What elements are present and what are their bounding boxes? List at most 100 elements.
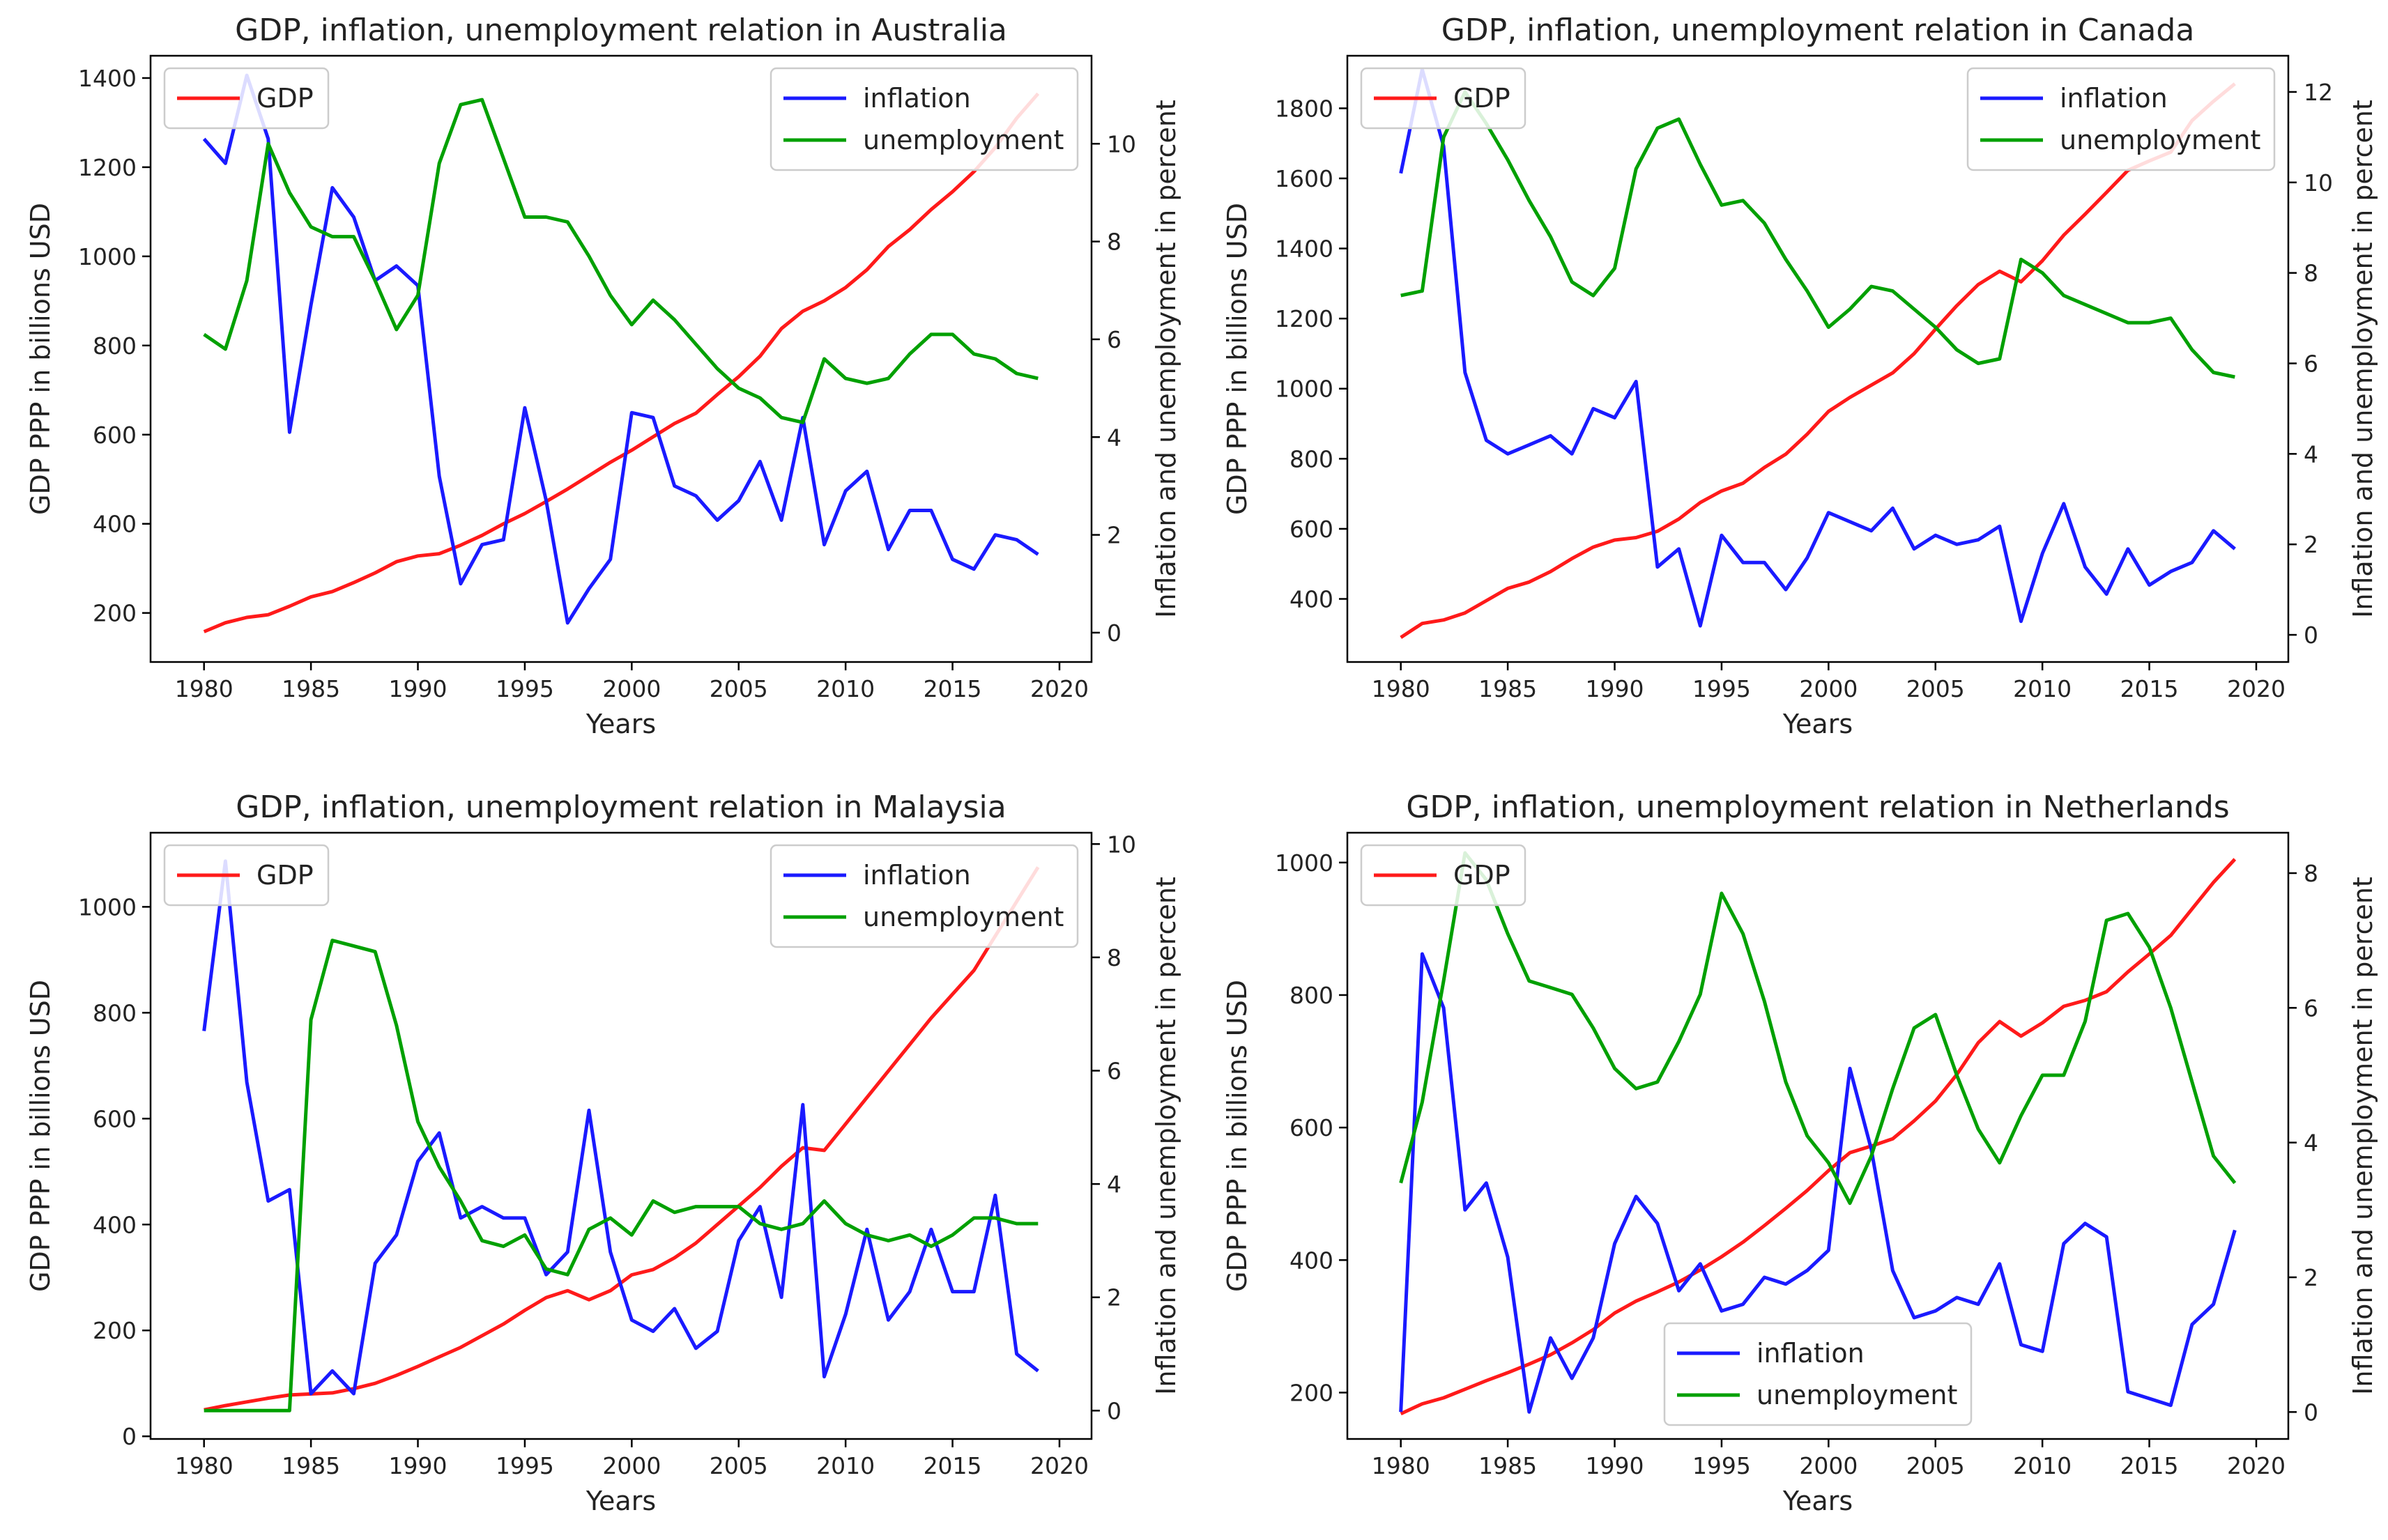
x-tick-label: 2000 (1799, 675, 1858, 702)
y-tick-label: 800 (1289, 445, 1333, 472)
y-tick-label: 600 (1289, 1114, 1333, 1141)
x-tick-label: 2000 (602, 1452, 661, 1479)
chart-title: GDP, inflation, unemployment relation in… (1406, 790, 2229, 825)
chart-title: GDP, inflation, unemployment relation in… (235, 13, 1007, 48)
y-tick-label: 1800 (1275, 95, 1333, 122)
legend: inflation unemployment (1663, 1322, 1973, 1426)
x-tick-label: 2020 (1030, 675, 1089, 702)
y-tick-label: 200 (93, 600, 137, 627)
x-tick-label: 1980 (175, 675, 234, 702)
series-line-unemployment (204, 939, 1039, 1412)
x-tick-label: 1985 (1478, 675, 1537, 702)
y-tick-label: 1200 (1275, 305, 1333, 332)
x-tick-label: 2010 (2013, 675, 2072, 702)
x-tick-label: 2020 (2227, 1452, 2286, 1479)
y-tick-label: 600 (93, 422, 137, 449)
y2-tick-label: 4 (1107, 1171, 1122, 1198)
y2-axis-label: Inflation and unemployment in percent (2348, 877, 2378, 1395)
legend-label: GDP (1453, 860, 1510, 891)
chart-panel-2: GDP, inflation, unemployment relation in… (25, 790, 1181, 1516)
chart-panel-1: GDP, inflation, unemployment relation in… (1222, 13, 2378, 739)
legend-box (1966, 67, 2276, 171)
x-tick-label: 2010 (2013, 1452, 2072, 1479)
x-tick-label: 2000 (1799, 1452, 1858, 1479)
y-tick-label: 200 (93, 1317, 137, 1344)
legend-box (770, 67, 1079, 171)
y2-tick-label: 10 (1107, 130, 1136, 157)
y2-axis-label: Inflation and unemployment in percent (1151, 877, 1181, 1395)
y-tick-label: 800 (1289, 982, 1333, 1009)
x-tick-label: 1980 (175, 1452, 234, 1479)
plot-frame (149, 54, 1093, 663)
x-tick-label: 1980 (1372, 1452, 1430, 1479)
legend-label: GDP (1453, 83, 1510, 114)
y2-tick-label: 8 (1107, 229, 1122, 256)
x-tick-label: 1990 (389, 1452, 447, 1479)
y2-tick-label: 8 (2304, 260, 2318, 287)
y-axis-label: GDP PPP in billions USD (25, 980, 56, 1292)
y2-tick-label: 2 (2304, 1264, 2318, 1291)
x-tick-label: 2005 (710, 1452, 768, 1479)
chart-title: GDP, inflation, unemployment relation in… (236, 790, 1006, 825)
plot-frame (149, 831, 1093, 1440)
y-tick-label: 200 (1289, 1379, 1333, 1406)
y2-tick-label: 0 (1107, 619, 1122, 647)
y-tick-label: 400 (1289, 1247, 1333, 1274)
legend-label: GDP (257, 860, 314, 891)
y2-tick-label: 8 (1107, 944, 1122, 971)
series-line-inflation (202, 73, 1039, 625)
y2-axis-label: Inflation and unemployment in percent (1151, 100, 1181, 618)
x-tick-label: 1985 (1478, 1452, 1537, 1479)
x-tick-label: 2010 (816, 675, 875, 702)
y2-tick-label: 10 (2304, 169, 2333, 197)
x-axis-label: Years (585, 1486, 656, 1516)
y-tick-label: 1600 (1275, 165, 1333, 192)
x-tick-label: 2005 (1906, 1452, 1965, 1479)
chart-panel-3: GDP, inflation, unemployment relation in… (1222, 790, 2378, 1516)
legend-label: unemployment (863, 902, 1064, 932)
plot-frame (1346, 54, 2290, 663)
x-tick-label: 1990 (389, 675, 447, 702)
y2-tick-label: 8 (2304, 860, 2318, 887)
legend-label: inflation (863, 83, 971, 114)
x-tick-label: 2015 (924, 1452, 982, 1479)
y-tick-label: 1000 (78, 243, 137, 270)
y2-tick-label: 6 (2304, 350, 2318, 377)
legend-label: unemployment (2060, 125, 2260, 155)
legend: GDP (1360, 844, 1526, 907)
legend-label: inflation (2060, 83, 2168, 114)
y-tick-label: 400 (1289, 585, 1333, 613)
y2-axis-label: Inflation and unemployment in percent (2348, 100, 2378, 618)
series-line-GDP (1400, 82, 2236, 639)
x-tick-label: 2020 (2227, 675, 2286, 702)
y2-tick-label: 4 (2304, 440, 2318, 468)
y-tick-label: 1400 (1275, 236, 1333, 263)
y2-tick-label: 12 (2304, 79, 2333, 106)
series-line-unemployment (203, 98, 1039, 424)
legend-label: unemployment (863, 125, 1064, 155)
y-tick-label: 0 (122, 1423, 137, 1450)
y-tick-label: 1200 (78, 154, 137, 181)
series-line-GDP (1400, 858, 2237, 1416)
y-tick-label: 1000 (1275, 849, 1333, 877)
y-axis-label: GDP PPP in billions USD (1222, 980, 1253, 1292)
legend-label: unemployment (1756, 1380, 1957, 1410)
y-tick-label: 600 (93, 1105, 137, 1132)
y2-tick-label: 6 (1107, 1057, 1122, 1084)
legend: inflation unemployment (770, 844, 1079, 948)
y2-tick-label: 0 (1107, 1397, 1122, 1424)
legend: GDP (163, 844, 330, 907)
x-tick-label: 1990 (1586, 1452, 1644, 1479)
x-tick-label: 2005 (1906, 675, 1965, 702)
legend-box (163, 67, 330, 130)
x-tick-label: 2000 (602, 675, 661, 702)
chart-title: GDP, inflation, unemployment relation in… (1441, 13, 2195, 48)
x-tick-label: 2010 (816, 1452, 875, 1479)
series-line-inflation (1399, 952, 2237, 1414)
legend-box (1360, 844, 1526, 907)
y-tick-label: 1000 (1275, 376, 1333, 403)
y2-tick-label: 6 (2304, 994, 2318, 1022)
legend-box (163, 844, 330, 907)
legend-box (1663, 1322, 1973, 1426)
